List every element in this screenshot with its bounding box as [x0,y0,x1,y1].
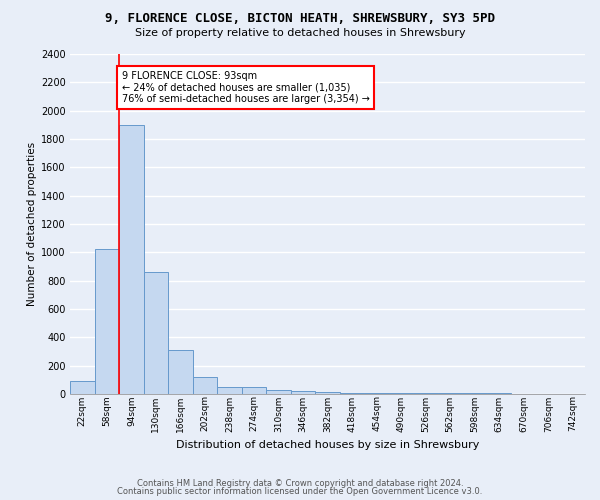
X-axis label: Distribution of detached houses by size in Shrewsbury: Distribution of detached houses by size … [176,440,479,450]
Bar [389,393,413,394]
Bar [95,250,119,394]
Bar [315,392,340,394]
Text: 9, FLORENCE CLOSE, BICTON HEATH, SHREWSBURY, SY3 5PD: 9, FLORENCE CLOSE, BICTON HEATH, SHREWSB… [105,12,495,26]
Bar [266,390,291,394]
Text: Contains HM Land Registry data © Crown copyright and database right 2024.: Contains HM Land Registry data © Crown c… [137,478,463,488]
Bar [119,125,143,394]
Bar [340,393,364,394]
Bar [364,393,389,394]
Bar [143,272,168,394]
Bar [291,391,315,394]
Bar [168,350,193,394]
Bar [217,387,242,394]
Text: 9 FLORENCE CLOSE: 93sqm
← 24% of detached houses are smaller (1,035)
76% of semi: 9 FLORENCE CLOSE: 93sqm ← 24% of detache… [122,71,370,104]
Text: Size of property relative to detached houses in Shrewsbury: Size of property relative to detached ho… [134,28,466,38]
Bar [193,377,217,394]
Bar [70,381,95,394]
Y-axis label: Number of detached properties: Number of detached properties [27,142,37,306]
Text: Contains public sector information licensed under the Open Government Licence v3: Contains public sector information licen… [118,487,482,496]
Bar [242,387,266,394]
